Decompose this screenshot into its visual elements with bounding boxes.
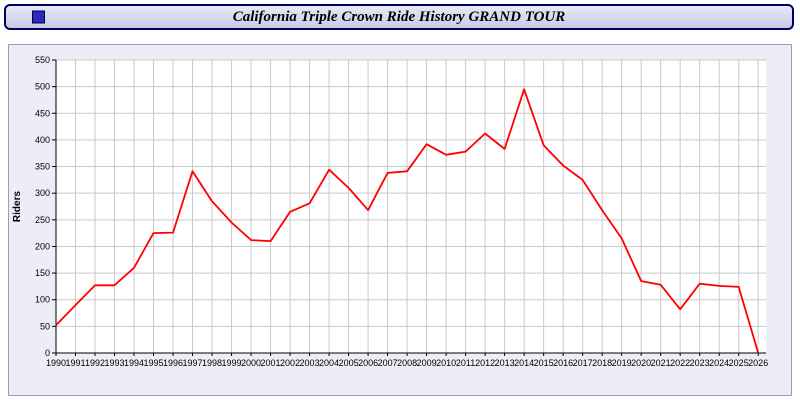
x-tick-label: 2021 xyxy=(651,358,671,368)
window-icon xyxy=(32,10,45,24)
y-tick-label: 250 xyxy=(35,215,50,225)
x-tick-label: 2006 xyxy=(358,358,378,368)
series-line xyxy=(55,88,760,354)
x-tick-label: 2007 xyxy=(378,358,398,368)
y-tick-label: 450 xyxy=(35,108,50,118)
x-tick-label: 2016 xyxy=(553,358,573,368)
x-tick-label: 2025 xyxy=(729,358,749,368)
x-tick-label: 2019 xyxy=(612,358,632,368)
y-tick-label: 500 xyxy=(35,82,50,92)
x-tick-label: 1998 xyxy=(202,358,222,368)
x-tick-label: 2017 xyxy=(573,358,593,368)
x-tick-label: 2012 xyxy=(475,358,495,368)
x-tick-label: 2000 xyxy=(241,358,261,368)
x-tick-label: 2003 xyxy=(300,358,320,368)
x-tick-label: 2026 xyxy=(748,358,768,368)
y-tick-label: 400 xyxy=(35,135,50,145)
x-tick-label: 1995 xyxy=(144,358,164,368)
x-tick-label: 1990 xyxy=(46,358,66,368)
x-tick-label: 2001 xyxy=(261,358,281,368)
chart-panel: 0 50 100 150 200 250 300 350 400 450 500 550 1990 199… xyxy=(8,44,792,396)
x-tick-label: 2023 xyxy=(690,358,710,368)
x-tick-label: 1992 xyxy=(85,358,105,368)
y-tick-label: 350 xyxy=(35,162,50,172)
x-tick-label: 2015 xyxy=(534,358,554,368)
y-tick-label: 150 xyxy=(35,268,50,278)
x-tick-label: 2022 xyxy=(670,358,690,368)
x-tick-label: 2009 xyxy=(417,358,437,368)
x-tick-label: 1996 xyxy=(163,358,183,368)
x-tick-label: 2018 xyxy=(592,358,612,368)
y-tick-label: 200 xyxy=(35,241,50,251)
x-tick-label: 2005 xyxy=(339,358,359,368)
x-tick-label: 1994 xyxy=(124,358,144,368)
x-tick-label: 2010 xyxy=(436,358,456,368)
x-tick-label: 2008 xyxy=(397,358,417,368)
x-tick-label: 2020 xyxy=(631,358,651,368)
y-axis-title: Riders xyxy=(12,191,23,223)
y-tick-label: 0 xyxy=(45,348,50,358)
window-titlebar: California Triple Crown Ride History GRA… xyxy=(4,4,794,30)
y-tick-label: 550 xyxy=(35,55,50,65)
x-tick-label: 2011 xyxy=(456,358,475,368)
x-tick-label: 2014 xyxy=(514,358,534,368)
x-tick-label: 1993 xyxy=(105,358,125,368)
x-tick-label: 2013 xyxy=(495,358,515,368)
x-tick-label: 1999 xyxy=(222,358,242,368)
chart-title: California Triple Crown Ride History GRA… xyxy=(232,8,566,25)
x-tick-label: 1991 xyxy=(65,358,85,368)
y-tick-label: 100 xyxy=(35,295,50,305)
x-tick-label: 2004 xyxy=(319,358,339,368)
x-tick-label: 1997 xyxy=(183,358,203,368)
y-tick-label: 300 xyxy=(35,188,50,198)
x-tick-label: 2024 xyxy=(709,358,729,368)
plot-area xyxy=(56,60,766,353)
x-tick-label: 2002 xyxy=(280,358,300,368)
y-tick-label: 50 xyxy=(40,321,50,331)
